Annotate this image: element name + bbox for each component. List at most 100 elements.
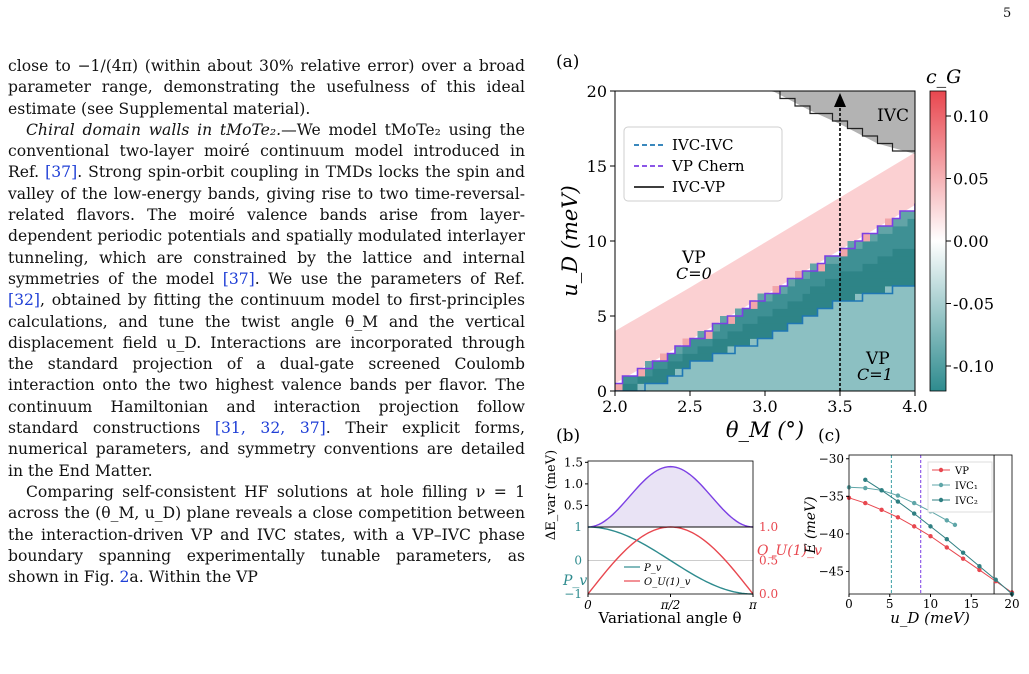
heatmap-cell: [720, 353, 728, 362]
data-point: [928, 524, 933, 529]
heatmap-cell: [900, 263, 908, 272]
heatmap-cell: [690, 376, 698, 384]
heatmap-cell: [765, 308, 773, 317]
heatmap-cell: [817, 278, 826, 287]
heatmap-cell: [862, 263, 871, 272]
heatmap-cell: [877, 263, 886, 272]
heatmap-cell: [870, 256, 878, 264]
y-tick-label: 10: [587, 232, 607, 251]
heatmap-cell: [682, 353, 691, 362]
heatmap-cell: [885, 278, 893, 287]
heatmap-cell: [787, 383, 796, 391]
heatmap-cell: [855, 361, 863, 369]
heatmap-cell: [907, 376, 915, 384]
y-tick-label: 1: [574, 520, 582, 534]
citation-link[interactable]: [32]: [8, 291, 41, 310]
heatmap-cell: [907, 316, 915, 324]
heatmap-cell: [900, 368, 908, 377]
heatmap-cell: [832, 383, 841, 391]
heatmap-cell: [847, 316, 856, 324]
heatmap-cell: [780, 308, 788, 317]
heatmap-cell: [862, 331, 871, 339]
citation-link[interactable]: [37]: [222, 269, 255, 288]
heatmap-cell: [892, 376, 901, 384]
heatmap-cell: [817, 308, 826, 317]
x-axis-label: u_D (meV): [890, 609, 970, 627]
x-tick-label: 20: [1004, 597, 1019, 611]
heatmap-cell: [772, 368, 781, 377]
heatmap-cell: [900, 331, 908, 339]
heatmap-cell: [757, 331, 766, 339]
heatmap-cell: [825, 368, 833, 377]
heatmap-cell: [847, 376, 856, 384]
heatmap-cell: [735, 316, 743, 324]
legend-label: IVC₂: [955, 496, 978, 507]
heatmap-cell: [855, 316, 863, 324]
heatmap-cell: [757, 361, 766, 369]
cut-arrow: [834, 93, 846, 107]
heatmap-cell: [892, 248, 901, 257]
heatmap-cell: [802, 286, 811, 294]
heatmap-cell: [802, 353, 811, 362]
heatmap-cell: [840, 338, 848, 347]
heatmap-cell: [697, 383, 706, 391]
panel-b: (b)0.51.01.5ΔE_var (meV) 10−11.00.50.0P_v…: [544, 426, 822, 627]
heatmap-cell: [637, 368, 646, 377]
heatmap-cell: [705, 353, 713, 362]
heatmap-cell: [802, 278, 811, 287]
heatmap-cell: [885, 293, 893, 302]
heatmap-cell: [862, 353, 871, 362]
heatmap-cell: [712, 346, 721, 354]
heatmap-cell: [720, 376, 728, 384]
heatmap-cell: [630, 376, 638, 384]
heatmap-cell: [795, 353, 803, 362]
heatmap-cell: [855, 301, 863, 309]
heatmap-cell: [885, 316, 893, 324]
data-point: [895, 499, 901, 504]
heatmap-cell: [900, 361, 908, 369]
heatmap-cell: [855, 376, 863, 384]
y-tick-label: 15: [587, 157, 607, 176]
heatmap-cell: [840, 293, 848, 302]
heatmap-cell: [900, 316, 908, 324]
citation-link[interactable]: [31, 32, 37]: [214, 419, 326, 438]
heatmap-cell: [705, 331, 713, 339]
heatmap-cell: [742, 316, 751, 324]
heatmap-cell: [900, 353, 908, 362]
heatmap-cell: [885, 256, 893, 264]
heatmap-cell: [825, 278, 833, 287]
heatmap-cell: [742, 376, 751, 384]
heatmap-cell: [862, 271, 871, 279]
heatmap-cell: [817, 323, 826, 332]
heatmap-cell: [870, 316, 878, 324]
series-pv: [587, 526, 754, 595]
citation-link[interactable]: [37]: [45, 163, 78, 182]
heatmap-cell: [772, 353, 781, 362]
heatmap-cell: [825, 263, 833, 272]
heatmap-cell: [847, 278, 856, 287]
heatmap-cell: [900, 376, 908, 384]
heatmap-cell: [780, 383, 788, 391]
heatmap-cell: [690, 383, 698, 391]
heatmap-cell: [847, 286, 856, 294]
heatmap-cell: [892, 256, 901, 264]
x-tick-label: 3.5: [827, 397, 852, 416]
heatmap-cell: [810, 293, 818, 302]
heatmap-cell: [840, 383, 848, 391]
text-column: close to −1/(4π) (within about 30% relat…: [8, 56, 525, 588]
heatmap-cell: [877, 376, 886, 384]
heatmap-cell: [810, 361, 818, 369]
heatmap-cell: [892, 338, 901, 347]
heatmap-cell: [787, 338, 796, 347]
heatmap-cell: [855, 248, 863, 257]
heatmap-cell: [682, 361, 691, 369]
heatmap-cell: [862, 301, 871, 309]
heatmap-cell: [810, 353, 818, 362]
data-point: [912, 524, 917, 529]
figure-link[interactable]: 2: [119, 568, 130, 587]
heatmap-cell: [847, 331, 856, 339]
panel-label: (b): [556, 426, 580, 446]
heatmap-cell: [892, 308, 901, 317]
region-label-ivc: IVC: [877, 106, 909, 126]
heatmap-cell: [877, 361, 886, 369]
